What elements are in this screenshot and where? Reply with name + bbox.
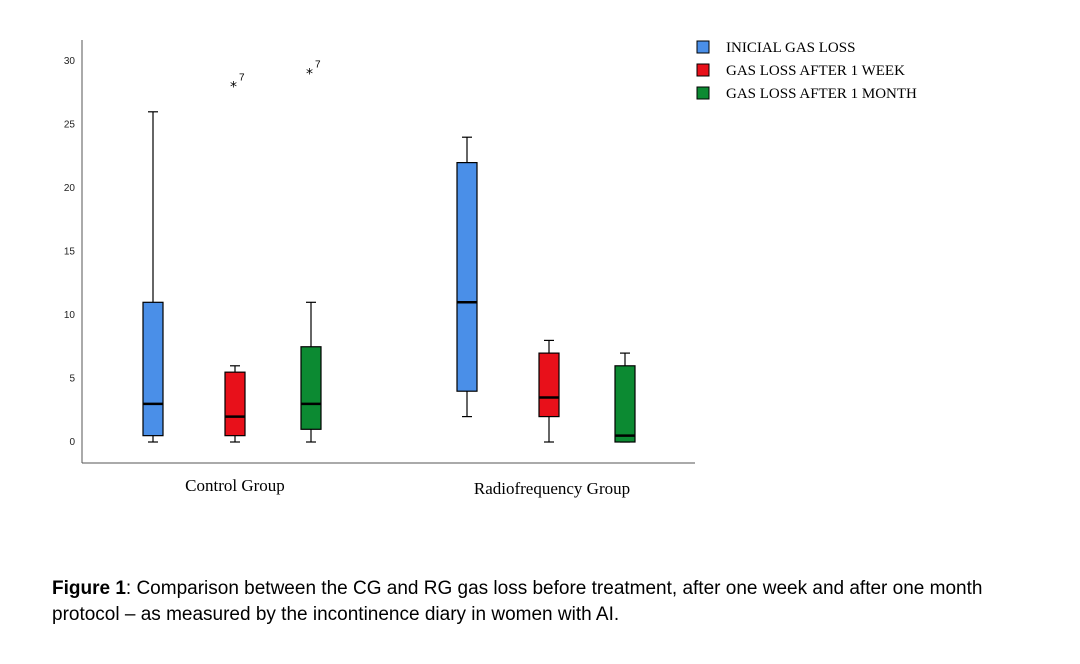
box-iqr [142,301,164,437]
box-iqr [224,371,246,437]
outlier-marker: * [306,67,313,83]
legend-swatch [696,63,710,77]
legend-label: GAS LOSS AFTER 1 MONTH [726,86,917,102]
axes [81,40,695,464]
y-tick-label: 10 [64,310,76,321]
box-iqr [456,162,478,392]
box-1-1 [538,339,560,443]
box-2-1 [614,352,636,443]
box-0-1 [456,136,478,418]
box-iqr [538,352,560,418]
y-axis-ticks: 0 5 10 15 20 25 30 [64,56,76,448]
legend-swatch [696,40,710,54]
y-tick-label: 20 [64,183,76,194]
box-0-0 [142,111,164,443]
legend-swatch [696,86,710,100]
caption-text: : Comparison between the CG and RG gas l… [52,578,983,625]
caption-label: Figure 1 [52,578,126,599]
y-tick-label: 25 [64,120,76,131]
y-tick-label: 15 [64,247,76,258]
y-tick-label: 30 [64,56,76,67]
box-1-0: *7 [224,72,246,443]
boxes: *7 *7 [142,60,636,443]
category-label: Control Group [185,476,285,495]
box-2-0: *7 [300,60,322,443]
legend-label: GAS LOSS AFTER 1 WEEK [726,63,905,79]
y-tick-label: 5 [69,374,75,385]
y-tick-label: 0 [69,437,75,448]
box-iqr [614,365,636,443]
category-label: Radiofrequency Group [474,479,630,498]
outlier-marker: * [230,79,237,95]
outlier-label: 7 [239,72,245,83]
figure-caption: Figure 1: Comparison between the CG and … [52,576,1052,628]
outlier-label: 7 [315,60,321,71]
box-iqr [300,346,322,430]
category-labels: Control Group Radiofrequency Group [185,476,630,498]
legend-label: INICIAL GAS LOSS [726,40,855,56]
legend: INICIAL GAS LOSS GAS LOSS AFTER 1 WEEK GAS… [696,40,917,102]
